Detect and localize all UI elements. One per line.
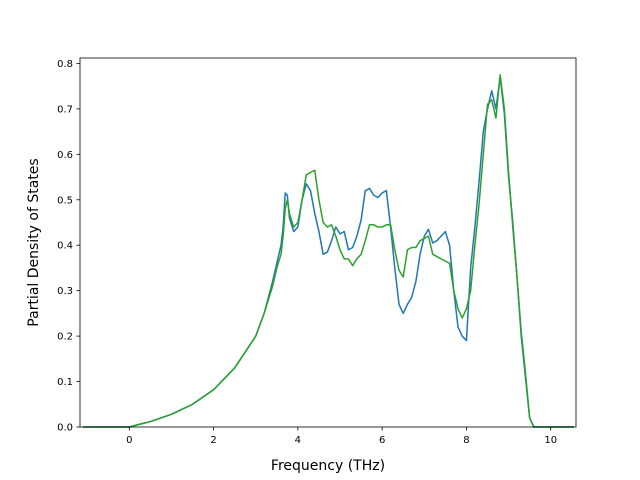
y-tick-label: 0.0 <box>57 423 73 434</box>
y-tick-label: 0.2 <box>57 332 73 343</box>
y-axis-ticks: 0.0 0.1 0.2 0.3 0.4 0.5 0.6 0.7 0.8 <box>57 59 80 434</box>
plot-frame <box>79 57 577 428</box>
series-layer <box>82 74 574 428</box>
x-axis-ticks: 0 2 4 6 8 10 <box>126 427 557 446</box>
y-axis-label: Partial Density of States <box>26 158 42 326</box>
y-tick-label: 0.6 <box>57 150 73 161</box>
x-axis-label: Frequency (THz) <box>271 458 385 474</box>
x-tick-label: 4 <box>295 435 301 446</box>
x-tick-label: 2 <box>210 435 216 446</box>
x-tick-label: 0 <box>126 435 132 446</box>
x-tick-label: 8 <box>463 435 469 446</box>
y-tick-label: 0.5 <box>57 195 73 206</box>
y-tick-label: 0.8 <box>57 59 73 70</box>
series-line-2 <box>82 74 574 428</box>
x-tick-label: 6 <box>379 435 385 446</box>
y-tick-label: 0.7 <box>57 104 73 115</box>
x-tick-label: 10 <box>544 435 557 446</box>
y-tick-label: 0.1 <box>57 377 73 388</box>
y-tick-label: 0.3 <box>57 286 73 297</box>
y-tick-label: 0.4 <box>57 241 73 252</box>
